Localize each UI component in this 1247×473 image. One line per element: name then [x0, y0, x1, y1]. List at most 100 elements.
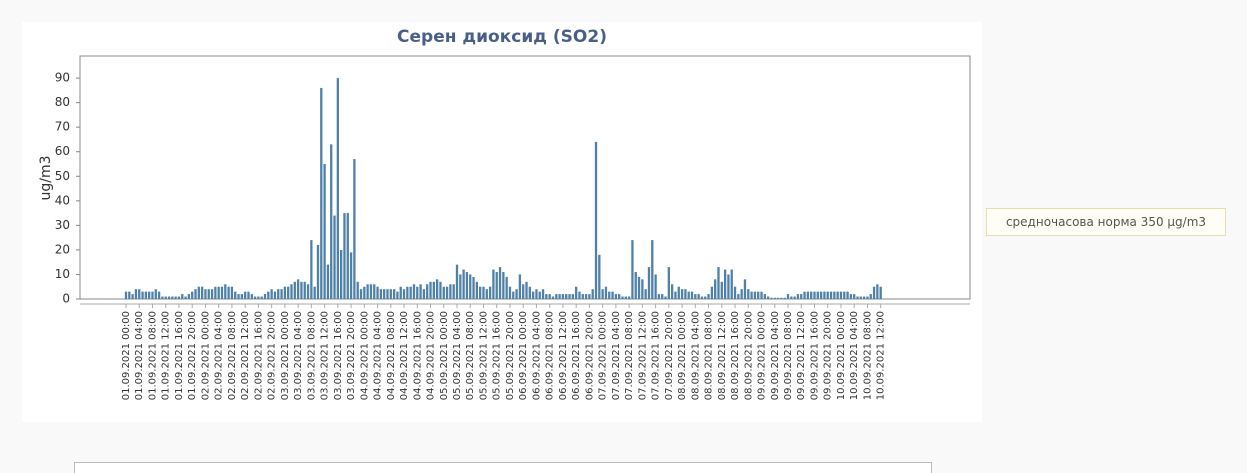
bar: [217, 286, 220, 299]
x-tick-label: 09.09.2021 20:00: [823, 311, 834, 400]
bar: [214, 286, 217, 299]
bar: [303, 281, 306, 299]
x-tick-label: 03.09.2021 20:00: [346, 311, 357, 400]
bar: [502, 272, 505, 299]
bar: [402, 289, 406, 299]
bar: [138, 289, 141, 299]
bar: [753, 291, 757, 299]
bar: [733, 286, 737, 299]
bar: [392, 289, 396, 299]
bar: [200, 286, 204, 299]
bar: [399, 286, 402, 299]
bar: [283, 286, 287, 299]
bar: [657, 294, 661, 299]
x-tick-label: 06.09.2021 16:00: [571, 311, 582, 400]
x-tick-label: 02.09.2021 20:00: [267, 311, 278, 400]
x-tick-label: 03.09.2021 04:00: [293, 311, 304, 400]
x-tick-label: 01.09.2021 04:00: [134, 311, 145, 400]
bar: [730, 269, 733, 299]
bar: [581, 294, 584, 299]
bar: [720, 281, 723, 299]
y-tick-label: 60: [55, 144, 70, 158]
bar: [171, 296, 174, 299]
bar: [320, 87, 323, 299]
bar: [164, 296, 167, 299]
bar: [568, 294, 571, 299]
bar: [224, 284, 227, 299]
bar: [376, 286, 379, 299]
bar: [548, 294, 551, 299]
bar: [505, 276, 508, 299]
bar: [664, 296, 667, 299]
y-tick-label: 50: [55, 169, 70, 183]
bar: [306, 284, 310, 299]
bar: [475, 281, 479, 299]
bar: [627, 296, 631, 299]
bar: [151, 291, 154, 299]
bar: [555, 294, 558, 299]
bar: [819, 291, 823, 299]
bar: [849, 294, 853, 299]
bar: [157, 291, 161, 299]
bar: [565, 294, 568, 299]
bar: [184, 296, 187, 299]
x-tick-label: 02.09.2021 00:00: [200, 311, 211, 400]
bar: [876, 284, 879, 299]
bar: [187, 294, 191, 299]
x-tick-label: 06.09.2021 12:00: [558, 311, 569, 400]
bar: [584, 294, 588, 299]
x-tick-label: 07.09.2021 16:00: [651, 311, 662, 400]
bar: [608, 291, 611, 299]
bar: [313, 286, 316, 299]
bar: [429, 281, 432, 299]
bar: [654, 274, 657, 299]
bar: [330, 144, 333, 299]
bar: [343, 213, 346, 299]
x-tick-label: 07.09.2021 20:00: [664, 311, 675, 400]
bar: [455, 264, 459, 299]
bar: [624, 296, 627, 299]
bar: [439, 281, 442, 299]
bar: [651, 240, 654, 299]
bar: [161, 296, 164, 299]
bar: [472, 276, 475, 299]
bar: [766, 296, 770, 299]
bar: [800, 294, 803, 299]
bar: [740, 289, 743, 299]
bar: [551, 296, 555, 299]
bar: [234, 291, 237, 299]
bar: [750, 291, 753, 299]
bar: [356, 281, 359, 299]
bar: [227, 286, 230, 299]
bar: [300, 281, 303, 299]
bar: [618, 294, 621, 299]
x-tick-label: 04.09.2021 00:00: [359, 311, 370, 400]
bar: [846, 291, 849, 299]
bar: [442, 286, 445, 299]
bar: [148, 291, 151, 299]
bar: [128, 291, 131, 299]
bar: [207, 289, 210, 299]
bar: [684, 289, 687, 299]
x-tick-label: 07.09.2021 08:00: [624, 311, 635, 400]
bar: [326, 264, 330, 299]
y-tick-label: 0: [62, 292, 70, 306]
bar: [144, 291, 148, 299]
x-tick-label: 06.09.2021 04:00: [531, 311, 542, 400]
norm-note: средночасова норма 350 µg/m3: [986, 208, 1226, 236]
bar: [479, 286, 482, 299]
x-tick-label: 08.09.2021 16:00: [730, 311, 741, 400]
bar: [512, 291, 515, 299]
plot-area: [79, 55, 971, 300]
bar: [578, 291, 581, 299]
bar: [667, 267, 670, 299]
bar: [680, 289, 684, 299]
bar: [862, 296, 866, 299]
bar: [531, 291, 535, 299]
bar: [869, 294, 872, 299]
bar: [813, 291, 816, 299]
bar: [538, 291, 541, 299]
bar: [230, 286, 234, 299]
x-tick-label: 02.09.2021 12:00: [240, 311, 251, 400]
